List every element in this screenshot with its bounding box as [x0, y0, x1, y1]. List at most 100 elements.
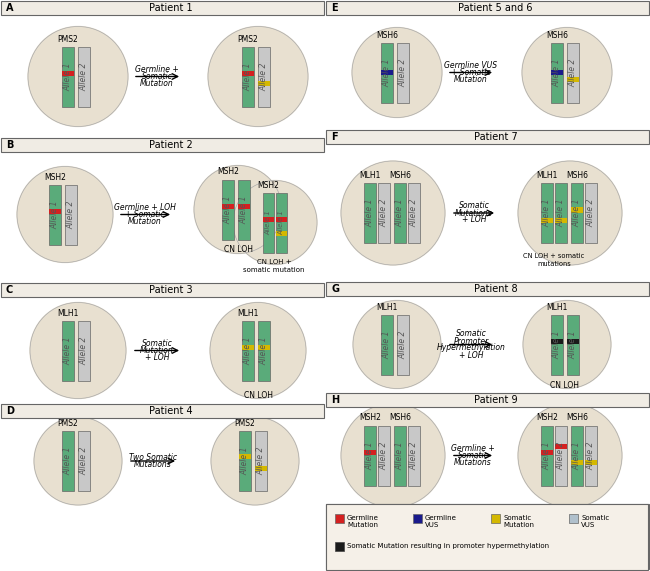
Text: MSH2: MSH2: [359, 413, 381, 423]
Bar: [276, 217, 287, 222]
Bar: [585, 183, 597, 243]
Text: Allele 1: Allele 1: [395, 199, 404, 227]
Bar: [541, 425, 553, 485]
Circle shape: [352, 27, 442, 118]
Text: H: H: [331, 395, 339, 405]
Bar: [381, 315, 393, 375]
Text: Mutations: Mutations: [455, 208, 493, 218]
Text: Germline VUS: Germline VUS: [445, 61, 497, 70]
Bar: [567, 315, 579, 375]
Text: Allele 1: Allele 1: [240, 447, 250, 475]
Circle shape: [518, 404, 622, 508]
Text: Mutation: Mutation: [347, 522, 378, 528]
Text: Germline: Germline: [425, 515, 457, 521]
Bar: [555, 444, 567, 449]
Text: Hypermethylation: Hypermethylation: [437, 344, 506, 352]
Bar: [78, 46, 90, 107]
Bar: [408, 425, 420, 485]
Text: MSH6: MSH6: [389, 413, 411, 423]
Circle shape: [353, 300, 441, 388]
Bar: [242, 320, 254, 380]
Text: + LOH: + LOH: [462, 215, 486, 224]
Bar: [364, 425, 376, 485]
Text: Allele 2: Allele 2: [569, 58, 577, 87]
Text: Allele 2: Allele 2: [556, 441, 566, 470]
Text: MLH1: MLH1: [536, 171, 558, 180]
Text: PMS2: PMS2: [238, 34, 259, 43]
Text: CN LOH: CN LOH: [244, 391, 272, 400]
Text: Mutation: Mutation: [503, 522, 534, 528]
Text: Allele 2: Allele 2: [257, 447, 265, 475]
Text: + LOH: + LOH: [459, 351, 483, 360]
Circle shape: [341, 161, 445, 265]
Bar: [541, 183, 553, 243]
Text: VUS: VUS: [425, 522, 439, 528]
Text: PMS2: PMS2: [235, 419, 255, 428]
Text: Somatic: Somatic: [142, 339, 172, 348]
Text: Somatic: Somatic: [503, 515, 531, 521]
Bar: [335, 542, 344, 551]
Bar: [62, 46, 74, 107]
Bar: [541, 218, 553, 223]
Text: MLH1: MLH1: [359, 171, 381, 180]
Text: Allele 1: Allele 1: [64, 447, 73, 475]
Bar: [541, 450, 553, 455]
Bar: [408, 183, 420, 243]
Text: Allele 1: Allele 1: [569, 330, 577, 359]
Text: PMS2: PMS2: [58, 419, 79, 428]
Circle shape: [522, 27, 612, 118]
Circle shape: [341, 404, 445, 508]
Text: Patient 2: Patient 2: [149, 140, 192, 150]
Text: Allele 1: Allele 1: [244, 62, 252, 91]
Bar: [326, 504, 649, 569]
Text: Patient 3: Patient 3: [149, 285, 192, 295]
Text: Allele 1: Allele 1: [365, 441, 374, 470]
Bar: [242, 71, 254, 76]
Circle shape: [210, 303, 306, 399]
Text: Somatic: Somatic: [581, 515, 609, 521]
Text: Germline +: Germline +: [451, 444, 495, 453]
Bar: [326, 1, 649, 15]
Text: Allele 2: Allele 2: [66, 200, 75, 229]
Text: MSH6: MSH6: [566, 171, 588, 180]
Text: Allele 1: Allele 1: [259, 336, 268, 365]
Bar: [242, 46, 254, 107]
Bar: [238, 179, 250, 239]
Text: Somatic: Somatic: [456, 329, 486, 339]
Text: Allele 2: Allele 2: [259, 62, 268, 91]
Bar: [276, 231, 287, 236]
Text: Patient 1: Patient 1: [149, 3, 192, 13]
Text: Allele 1: Allele 1: [543, 199, 551, 227]
Text: PMS2: PMS2: [58, 34, 79, 43]
Text: VUS: VUS: [581, 522, 595, 528]
Text: Allele 1: Allele 1: [265, 210, 271, 235]
Bar: [222, 179, 234, 239]
Bar: [555, 183, 567, 243]
Text: Allele 1: Allele 1: [51, 200, 60, 229]
Text: CN LOH + somatic: CN LOH + somatic: [523, 253, 584, 259]
Bar: [62, 320, 74, 380]
Bar: [491, 514, 500, 523]
Bar: [364, 450, 376, 455]
Text: Allele 1: Allele 1: [64, 336, 73, 365]
Bar: [242, 345, 254, 350]
Text: Allele 1: Allele 1: [244, 336, 252, 365]
Text: CN LOH: CN LOH: [224, 246, 252, 255]
Bar: [258, 345, 270, 350]
Bar: [258, 46, 270, 107]
Text: Allele 1: Allele 1: [239, 195, 248, 224]
Bar: [255, 431, 267, 491]
Text: Allele 2: Allele 2: [380, 441, 389, 470]
Circle shape: [30, 303, 126, 399]
Text: Allele 1: Allele 1: [552, 330, 562, 359]
Text: Patient 7: Patient 7: [474, 132, 517, 142]
Bar: [571, 183, 583, 243]
Text: MLH1: MLH1: [376, 303, 398, 312]
Text: MSH2: MSH2: [44, 172, 66, 182]
Text: MSH2: MSH2: [257, 180, 279, 190]
Bar: [238, 204, 250, 209]
Bar: [276, 192, 287, 252]
Text: Allele 2: Allele 2: [79, 336, 88, 365]
Bar: [555, 425, 567, 485]
Text: somatic mutation: somatic mutation: [243, 267, 305, 274]
